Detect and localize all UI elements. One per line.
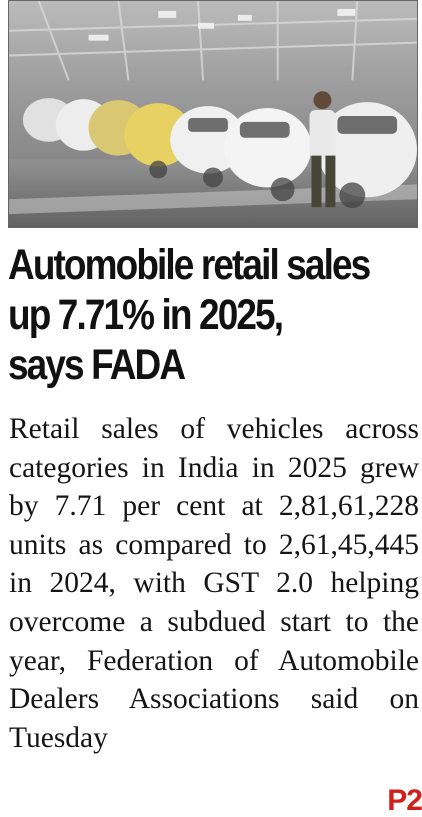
page-reference[interactable]: P2 <box>387 784 422 817</box>
headline-line: Automobile retail sales <box>8 241 371 289</box>
car-assembly-line-photo <box>8 0 418 228</box>
headline-line: up 7.71% in 2025, <box>8 291 284 339</box>
article-body: Retail sales of vehicles across categori… <box>9 413 419 754</box>
headline-line: says FADA <box>8 341 186 389</box>
headline: Automobile retail sales up 7.71% in 2025… <box>8 240 421 390</box>
